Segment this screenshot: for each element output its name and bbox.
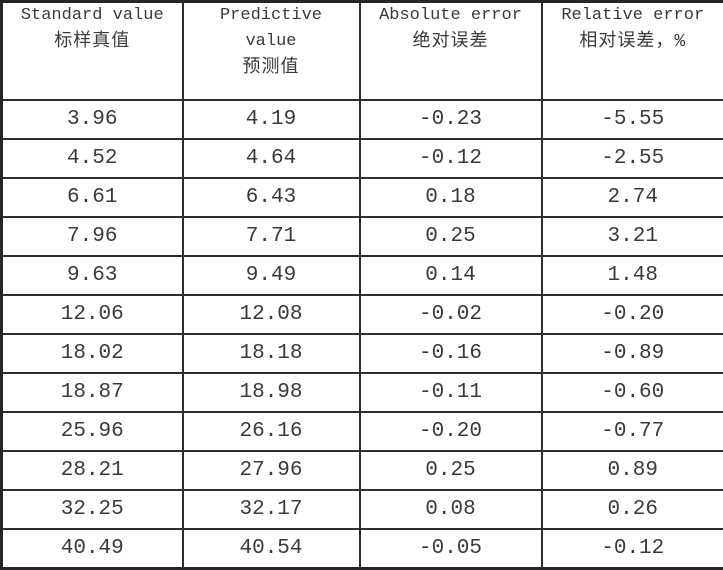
cell-predictive-value: 18.98	[181, 372, 361, 413]
cell-predictive-value: 6.43	[181, 177, 361, 218]
cell-absolute-error: 0.25	[358, 216, 543, 257]
cell-predictive-value: 12.08	[181, 294, 361, 335]
cell-standard-value: 18.02	[0, 333, 184, 374]
table-row: 32.25 32.17 0.08 0.26	[0, 489, 723, 530]
cell-absolute-error: -0.02	[358, 294, 543, 335]
cell-standard-value: 40.49	[0, 528, 184, 570]
header-relative-error-zh: 相对误差，%	[579, 32, 687, 52]
cell-standard-value: 9.63	[0, 255, 184, 296]
table-row: 28.21 27.96 0.25 0.89	[0, 450, 723, 491]
cell-predictive-value: 4.19	[181, 99, 361, 140]
header-standard-value: Standard value 标样真值	[0, 0, 184, 101]
cell-absolute-error: 0.25	[358, 450, 543, 491]
cell-absolute-error: -0.11	[358, 372, 543, 413]
table-row: 4.52 4.64 -0.12 -2.55	[0, 138, 723, 179]
cell-absolute-error: -0.16	[358, 333, 543, 374]
cell-relative-error: -0.89	[540, 333, 723, 374]
cell-predictive-value: 27.96	[181, 450, 361, 491]
cell-relative-error: -0.77	[540, 411, 723, 452]
cell-relative-error: -5.55	[540, 99, 723, 140]
cell-predictive-value: 7.71	[181, 216, 361, 257]
cell-relative-error: -2.55	[540, 138, 723, 179]
cell-standard-value: 25.96	[0, 411, 184, 452]
cell-relative-error: 0.26	[540, 489, 723, 530]
cell-relative-error: 2.74	[540, 177, 723, 218]
cell-absolute-error: -0.12	[358, 138, 543, 179]
cell-standard-value: 7.96	[0, 216, 184, 257]
cell-relative-error: 3.21	[540, 216, 723, 257]
table-row: 18.02 18.18 -0.16 -0.89	[0, 333, 723, 374]
header-standard-value-en: Standard value	[20, 6, 164, 25]
header-standard-value-zh: 标样真值	[54, 32, 131, 52]
header-relative-error-en: Relative error	[561, 6, 705, 25]
cell-predictive-value: 32.17	[181, 489, 361, 530]
header-predictive-value: Predictive value 预测值	[181, 0, 361, 101]
cell-standard-value: 12.06	[0, 294, 184, 335]
table-row: 12.06 12.08 -0.02 -0.20	[0, 294, 723, 335]
header-absolute-error: Absolute error 绝对误差	[358, 0, 543, 101]
header-absolute-error-zh: 绝对误差	[412, 32, 489, 52]
cell-predictive-value: 9.49	[181, 255, 361, 296]
cell-standard-value: 28.21	[0, 450, 184, 491]
cell-absolute-error: 0.14	[358, 255, 543, 296]
cell-absolute-error: 0.08	[358, 489, 543, 530]
cell-relative-error: 1.48	[540, 255, 723, 296]
cell-predictive-value: 4.64	[181, 138, 361, 179]
table-row: 40.49 40.54 -0.05 -0.12	[0, 528, 723, 570]
cell-relative-error: -0.60	[540, 372, 723, 413]
header-absolute-error-en: Absolute error	[379, 6, 522, 25]
cell-standard-value: 6.61	[0, 177, 184, 218]
table-header-row: Standard value 标样真值 Predictive value 预测值…	[0, 0, 723, 101]
cell-predictive-value: 18.18	[181, 333, 361, 374]
cell-standard-value: 4.52	[0, 138, 184, 179]
cell-standard-value: 3.96	[0, 99, 184, 140]
cell-standard-value: 18.87	[0, 372, 184, 413]
cell-relative-error: 0.89	[540, 450, 723, 491]
header-predictive-value-en: Predictive value	[219, 6, 323, 51]
cell-predictive-value: 40.54	[181, 528, 361, 570]
table-row: 7.96 7.71 0.25 3.21	[0, 216, 723, 257]
cell-relative-error: -0.20	[540, 294, 723, 335]
header-predictive-value-zh: 预测值	[242, 58, 300, 78]
cell-absolute-error: -0.23	[358, 99, 543, 140]
cell-absolute-error: -0.20	[358, 411, 543, 452]
table-row: 18.87 18.98 -0.11 -0.60	[0, 372, 723, 413]
cell-absolute-error: 0.18	[358, 177, 543, 218]
header-relative-error: Relative error 相对误差，%	[540, 0, 723, 101]
cell-absolute-error: -0.05	[358, 528, 543, 570]
cell-predictive-value: 26.16	[181, 411, 361, 452]
table-row: 25.96 26.16 -0.20 -0.77	[0, 411, 723, 452]
cell-relative-error: -0.12	[540, 528, 723, 570]
cell-standard-value: 32.25	[0, 489, 184, 530]
table-row: 3.96 4.19 -0.23 -5.55	[0, 99, 723, 140]
table-row: 6.61 6.43 0.18 2.74	[0, 177, 723, 218]
table-row: 9.63 9.49 0.14 1.48	[0, 255, 723, 296]
